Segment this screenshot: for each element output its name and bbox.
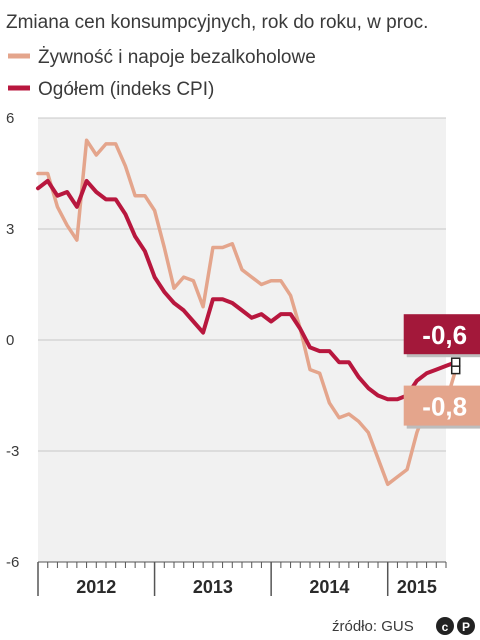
- y-tick-label: 0: [6, 332, 14, 349]
- callout-label-0: -0,6: [422, 320, 467, 350]
- legend-label-cpi: Ogółem (indeks CPI): [38, 79, 214, 100]
- x-tick-label: 2012: [76, 577, 116, 597]
- y-tick-label: 3: [6, 221, 14, 238]
- y-tick-label: -3: [6, 443, 19, 460]
- series-line-1: [36, 178, 458, 402]
- x-axis: 2012 2013 2014 2015: [37, 561, 447, 597]
- x-tick-label: 2014: [309, 577, 349, 597]
- svg-text:P: P: [462, 620, 470, 634]
- legend: Żywność i napoje bezalkoholowe Ogółem (i…: [8, 47, 316, 100]
- cc-logo: c P: [436, 617, 475, 635]
- end-marker-1: [450, 357, 461, 367]
- y-tick-label: -6: [6, 554, 19, 571]
- y-tick-label: 6: [6, 110, 14, 127]
- x-tick-label: 2015: [397, 577, 437, 597]
- svg-text:c: c: [442, 620, 449, 634]
- callout-box-1: [403, 385, 480, 426]
- series-line-0: [36, 138, 458, 487]
- callout-label-1: -0,8: [422, 392, 467, 422]
- chart-title: Zmiana cen konsumpcyjnych, rok do roku, …: [6, 12, 428, 33]
- source-note: źródło: GUS: [332, 618, 414, 635]
- x-tick-label: 2013: [193, 577, 233, 597]
- callout-box-0: [403, 314, 480, 355]
- y-axis: 6 3 0 -3 -6: [6, 110, 19, 571]
- series-lines: [36, 138, 458, 487]
- callouts: -0,6 -0,8: [403, 314, 480, 429]
- legend-label-food: Żywność i napoje bezalkoholowe: [38, 47, 316, 68]
